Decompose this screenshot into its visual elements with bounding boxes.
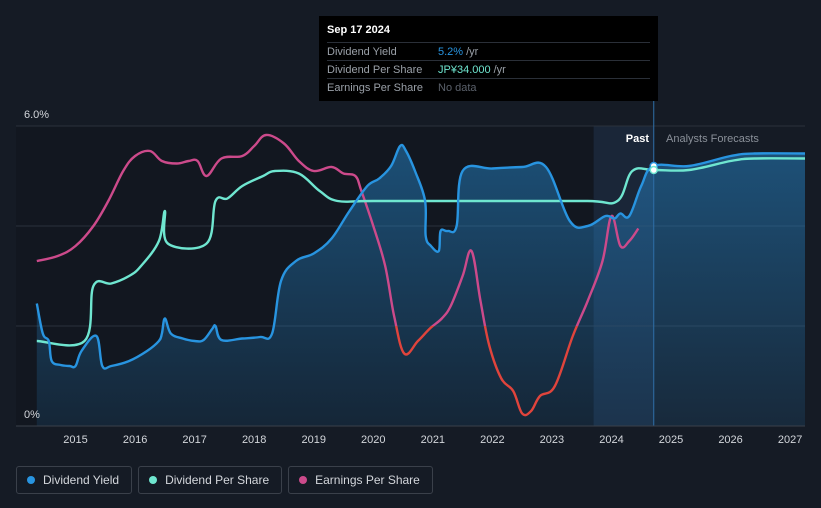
- legend-label: Earnings Per Share: [315, 473, 420, 487]
- x-tick-label: 2025: [659, 434, 683, 446]
- x-tick-label: 2017: [182, 434, 206, 446]
- x-tick-label: 2019: [301, 434, 325, 446]
- y-tick-label: 6.0%: [24, 109, 49, 121]
- tooltip-date: Sep 17 2024: [327, 24, 390, 36]
- tooltip: Sep 17 2024 Dividend Yield 5.2% /yr Divi…: [319, 16, 658, 101]
- series-marker: [649, 165, 659, 175]
- x-tick-label: 2026: [718, 434, 742, 446]
- x-tick-label: 2022: [480, 434, 504, 446]
- x-tick-label: 2016: [123, 434, 147, 446]
- tooltip-label: Dividend Yield: [327, 45, 397, 58]
- tooltip-row-dividend-yield: Dividend Yield 5.2% /yr: [327, 42, 650, 60]
- tooltip-unit: /yr: [466, 45, 479, 58]
- y-tick-label: 0%: [24, 409, 40, 421]
- x-tick-label: 2027: [778, 434, 802, 446]
- earnings-per-share-line: [36, 133, 640, 326]
- tooltip-label: Earnings Per Share: [327, 81, 423, 94]
- x-tick-label: 2015: [63, 434, 87, 446]
- dividend-yield-dot-icon: [27, 476, 35, 484]
- legend-label: Dividend Per Share: [165, 473, 270, 487]
- legend-item-earnings-per-share[interactable]: Earnings Per Share: [288, 466, 433, 494]
- x-tick-label: 2024: [599, 434, 623, 446]
- dividend-yield-area: [36, 145, 806, 426]
- tooltip-value: No data: [438, 81, 477, 94]
- dividend-per-share-line: [36, 157, 806, 347]
- forecast-label: Analysts Forecasts: [666, 133, 759, 145]
- tooltip-unit: /yr: [493, 63, 506, 76]
- x-axis-ticks: 2015 2016 2017 2018 2019 2020 2021 2022 2023 2024…: [63, 434, 802, 446]
- x-tick-label: 2018: [242, 434, 266, 446]
- legend: Dividend Yield Dividend Per Share Earnin…: [16, 466, 433, 494]
- markers: [649, 161, 659, 175]
- x-tick-label: 2021: [421, 434, 445, 446]
- legend-item-dividend-yield[interactable]: Dividend Yield: [16, 466, 133, 494]
- tooltip-row-dividend-per-share: Dividend Per Share JP¥34.000 /yr: [327, 60, 650, 78]
- tooltip-label: Dividend Per Share: [327, 63, 423, 76]
- x-tick-label: 2023: [540, 434, 564, 446]
- dividend-per-share-dot-icon: [149, 476, 158, 484]
- earnings-per-share-line-low: [394, 326, 579, 417]
- earnings-per-share-dot-icon: [299, 476, 308, 484]
- dividend-yield-line: [35, 143, 806, 370]
- legend-item-dividend-per-share[interactable]: Dividend Per Share: [138, 466, 283, 494]
- tooltip-value: JP¥34.000: [438, 63, 491, 76]
- x-tick-label: 2020: [361, 434, 385, 446]
- y-axis-ticks: 6.0% 0%: [24, 109, 49, 421]
- past-label: Past: [626, 133, 650, 145]
- tooltip-value: 5.2%: [438, 45, 464, 58]
- legend-label: Dividend Yield: [43, 473, 120, 487]
- tooltip-row-earnings-per-share: Earnings Per Share No data: [327, 78, 650, 96]
